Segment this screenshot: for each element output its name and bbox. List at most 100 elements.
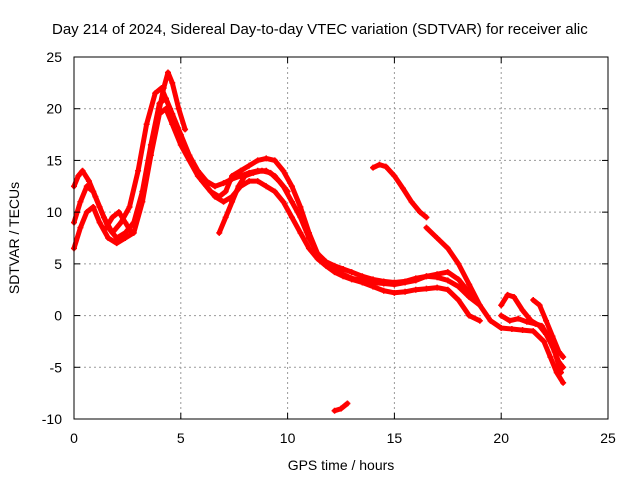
data-point xyxy=(83,183,90,190)
data-point xyxy=(434,274,441,281)
data-point xyxy=(331,262,338,269)
data-point xyxy=(305,245,312,252)
data-point xyxy=(297,229,304,236)
data-point xyxy=(103,224,110,231)
series-5 xyxy=(423,224,567,386)
data-point xyxy=(466,293,473,300)
data-point xyxy=(434,284,441,291)
data-point xyxy=(532,320,539,327)
data-point xyxy=(519,307,526,314)
data-point xyxy=(122,235,129,241)
data-point xyxy=(455,260,462,267)
data-point xyxy=(340,273,347,280)
y-tick-label: 10 xyxy=(46,204,62,220)
data-point xyxy=(90,203,97,210)
data-point xyxy=(222,188,229,195)
data-point xyxy=(235,183,242,190)
data-point xyxy=(186,157,193,164)
data-point xyxy=(540,338,547,345)
data-point xyxy=(348,269,355,276)
data-point xyxy=(536,302,543,309)
data-point xyxy=(115,209,122,216)
data-point xyxy=(455,283,462,290)
data-point xyxy=(297,214,304,221)
data-point xyxy=(220,198,227,205)
series-line xyxy=(154,70,188,132)
data-point xyxy=(177,141,184,148)
data-point xyxy=(331,407,338,414)
data-point xyxy=(113,240,120,247)
data-point xyxy=(280,167,287,174)
data-point xyxy=(154,116,161,123)
series-12 xyxy=(103,209,135,236)
data-point xyxy=(506,317,513,324)
data-point xyxy=(241,172,248,179)
data-point xyxy=(487,317,494,324)
data-point xyxy=(263,155,270,162)
data-point xyxy=(560,353,567,360)
data-point xyxy=(370,276,377,283)
x-tick-label: 0 xyxy=(70,430,78,446)
data-point xyxy=(455,276,462,283)
data-point xyxy=(338,405,344,412)
data-point xyxy=(466,312,473,319)
series-11 xyxy=(154,69,189,133)
data-point xyxy=(466,281,473,288)
data-point xyxy=(288,183,295,190)
plot-frame xyxy=(73,56,609,420)
data-point xyxy=(331,269,338,276)
data-point xyxy=(126,203,133,210)
y-tick-label: -5 xyxy=(50,359,63,375)
data-point xyxy=(408,198,415,205)
data-point xyxy=(391,289,398,296)
data-point xyxy=(237,167,244,174)
data-point xyxy=(523,318,530,325)
y-tick-label: 5 xyxy=(54,256,62,272)
data-point xyxy=(220,180,227,187)
data-point xyxy=(147,152,154,159)
data-point xyxy=(423,285,430,292)
data-point xyxy=(412,275,419,282)
data-point xyxy=(271,188,278,195)
gridlines xyxy=(74,57,608,419)
data-point xyxy=(139,198,146,205)
x-tick-label: 5 xyxy=(177,430,185,446)
data-point xyxy=(434,235,441,241)
data-point xyxy=(246,162,253,169)
data-point xyxy=(530,297,537,304)
data-point xyxy=(297,203,304,210)
data-point xyxy=(164,69,171,76)
data-point xyxy=(538,322,545,329)
data-point xyxy=(169,121,176,128)
data-point xyxy=(90,188,97,195)
x-tick-label: 25 xyxy=(600,430,616,446)
y-tick-label: 20 xyxy=(46,101,62,117)
data-point xyxy=(271,157,278,164)
data-point xyxy=(359,279,366,286)
data-point xyxy=(560,379,567,386)
series-7 xyxy=(498,312,565,376)
data-point xyxy=(558,369,565,376)
data-series xyxy=(71,69,567,414)
data-point xyxy=(498,324,505,331)
data-point xyxy=(423,224,430,231)
data-point xyxy=(152,90,159,97)
data-point xyxy=(402,288,409,295)
data-point xyxy=(498,312,505,319)
y-tick-label: -10 xyxy=(42,411,62,427)
data-point xyxy=(323,262,330,269)
data-point xyxy=(402,278,409,285)
data-point xyxy=(79,167,86,174)
data-point xyxy=(250,169,257,176)
x-tick-label: 20 xyxy=(493,430,509,446)
data-point xyxy=(258,167,265,174)
x-tick-label: 10 xyxy=(280,430,296,446)
data-point xyxy=(305,235,312,241)
data-point xyxy=(370,283,377,290)
series-9 xyxy=(331,400,351,414)
data-point xyxy=(511,293,518,300)
data-point xyxy=(211,193,218,200)
data-point xyxy=(122,229,129,236)
data-point xyxy=(423,273,430,280)
